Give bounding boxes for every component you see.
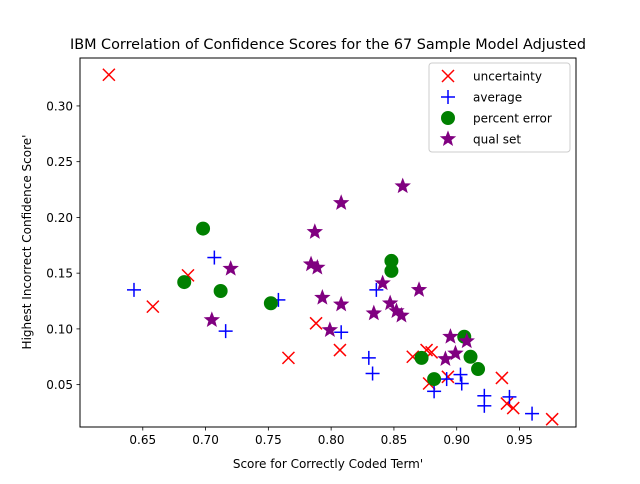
legend-item: average (441, 90, 522, 105)
data-point-qual-set (321, 321, 339, 337)
y-tick-label: 0.05 (46, 378, 73, 392)
data-point-percent-error (213, 283, 228, 298)
data-point-qual-set (447, 344, 464, 361)
y-axis-label: Highest Incorrect Confidence Score' (20, 135, 34, 350)
plot-frame (79, 57, 577, 428)
y-tick-label: 0.15 (46, 267, 73, 281)
data-point-qual-set (394, 177, 411, 194)
data-point-uncertainty (281, 351, 295, 365)
data-point-uncertainty (500, 397, 514, 411)
data-point-percent-error (177, 275, 192, 290)
x-tick-label: 0.65 (129, 433, 156, 447)
data-point-uncertainty (441, 370, 455, 384)
legend-item: qual set (439, 130, 521, 147)
data-point-average (207, 250, 222, 265)
data-point-average (502, 389, 517, 404)
data-point-qual-set (314, 289, 331, 305)
y-tick-label: 0.10 (46, 322, 73, 336)
data-point-average (369, 282, 384, 297)
data-point-average (525, 406, 540, 421)
data-point-qual-set (332, 295, 350, 312)
data-marks (102, 68, 559, 426)
data-point-qual-set (332, 194, 350, 210)
axis-ticks: 0.65 0.70 0.75 0.80 0.85 0.90 0.95 0.05 0.10 0.15… (46, 99, 533, 447)
legend-marker (441, 111, 455, 125)
data-point-percent-error (463, 349, 478, 364)
data-point-qual-set (309, 258, 326, 275)
x-tick-label: 0.80 (318, 433, 345, 447)
data-point-qual-set (410, 281, 428, 297)
data-point-uncertainty (333, 343, 347, 357)
data-point-qual-set (458, 332, 475, 349)
data-point-percent-error (384, 263, 399, 278)
data-point-uncertainty (146, 300, 160, 314)
x-tick-label: 0.70 (192, 433, 219, 447)
data-point-percent-error (263, 296, 278, 311)
data-point-qual-set (393, 306, 410, 323)
data-point-uncertainty (506, 401, 520, 415)
legend-label: average (473, 91, 522, 105)
data-point-average (334, 325, 349, 340)
data-point-uncertainty (309, 316, 323, 330)
data-point-percent-error (471, 362, 486, 377)
chart-title: IBM Correlation of Confidence Scores for… (70, 37, 586, 53)
legend-label: qual set (473, 133, 521, 147)
data-point-uncertainty (545, 412, 559, 426)
legend-item: uncertainty (441, 69, 542, 84)
data-point-qual-set (437, 350, 454, 366)
data-point-uncertainty (102, 68, 116, 82)
legend-marker (441, 69, 455, 83)
data-point-average (218, 324, 233, 339)
data-point-qual-set (222, 260, 239, 276)
legend-marker (441, 90, 455, 104)
legend: uncertainty average percent error qual set (428, 62, 571, 153)
data-point-percent-error (414, 350, 429, 365)
legend-box (428, 62, 571, 153)
data-point-average (453, 367, 468, 382)
series-qual-set (203, 177, 475, 366)
legend-label: uncertainty (473, 70, 542, 84)
series-percent-error (177, 221, 486, 387)
legend-marker (439, 130, 457, 146)
data-point-average (126, 282, 141, 297)
data-point-average (454, 376, 469, 391)
series-average (126, 250, 540, 421)
x-tick-label: 0.90 (443, 433, 470, 447)
x-tick-label: 0.85 (381, 433, 408, 447)
data-point-average (477, 398, 492, 413)
x-tick-label: 0.95 (506, 433, 533, 447)
data-point-qual-set (381, 294, 399, 311)
data-point-uncertainty (495, 371, 509, 385)
y-tick-label: 0.20 (46, 211, 73, 225)
data-point-average (361, 350, 376, 365)
legend-item: percent error (441, 111, 552, 126)
x-tick-label: 0.75 (255, 433, 282, 447)
data-point-average (439, 372, 454, 387)
data-point-average (365, 366, 380, 381)
legend-label: percent error (473, 112, 552, 126)
x-axis-label: Score for Correctly Coded Term' (233, 457, 423, 471)
data-point-percent-error (196, 221, 211, 236)
data-point-qual-set (442, 328, 459, 344)
data-point-qual-set (365, 304, 383, 321)
y-tick-label: 0.25 (46, 155, 73, 169)
data-point-percent-error (427, 372, 442, 387)
data-point-qual-set (374, 274, 391, 291)
data-point-qual-set (306, 223, 324, 239)
data-point-average (427, 384, 442, 399)
data-point-qual-set (203, 311, 221, 327)
y-tick-label: 0.30 (46, 99, 73, 113)
